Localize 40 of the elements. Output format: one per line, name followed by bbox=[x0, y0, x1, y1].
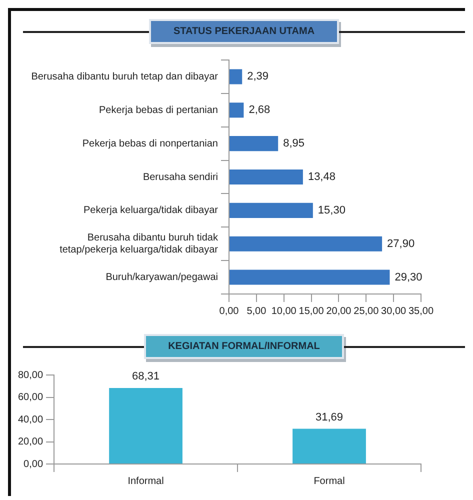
data-label: 27,90 bbox=[387, 238, 415, 250]
bar bbox=[230, 236, 382, 252]
y-tick-label: 80,00 bbox=[18, 370, 44, 381]
x-tick-label: 35,00 bbox=[408, 306, 434, 317]
data-label: 8,95 bbox=[283, 138, 305, 150]
x-tick-label: 0,00 bbox=[219, 306, 240, 317]
bar bbox=[230, 136, 278, 152]
x-tick-label: Formal bbox=[314, 476, 345, 487]
y-tick-label: Berusaha sendiri bbox=[142, 172, 218, 183]
data-label: 2,39 bbox=[247, 70, 269, 83]
y-tick-label: Buruh/karyawan/pegawai bbox=[106, 272, 218, 284]
data-label: 31,69 bbox=[315, 411, 344, 424]
bar bbox=[230, 102, 244, 118]
y-tick-label: Pekerja keluarga/tidak dibayar bbox=[83, 205, 219, 216]
y-tick-label: 40,00 bbox=[18, 414, 44, 426]
bar bbox=[230, 270, 390, 285]
y-tick-label: 60,00 bbox=[18, 392, 44, 403]
x-tick-label: 30,00 bbox=[381, 306, 407, 317]
x-tick-label: 25,00 bbox=[354, 306, 380, 317]
x-tick-label: 10,00 bbox=[271, 306, 297, 317]
x-tick-label: 5,00 bbox=[246, 306, 267, 317]
y-tick-label: Berusaha dibantu buruh tidak tetap/pekerja keluarga/tidak dibayar bbox=[60, 232, 219, 256]
bar bbox=[230, 69, 242, 84]
x-tick-label: 15,00 bbox=[298, 306, 324, 317]
y-tick-label: Berusaha dibantu buruh tetap dan dibayar bbox=[31, 71, 219, 82]
data-label: 15,30 bbox=[318, 204, 346, 216]
y-tick-label: Pekerja bebas di pertanian bbox=[99, 104, 218, 116]
data-label: 2,68 bbox=[248, 104, 270, 116]
x-tick-label: Informal bbox=[128, 476, 164, 487]
data-label: 13,48 bbox=[308, 171, 336, 184]
chart-title: KEGIATAN FORMAL/INFORMAL bbox=[144, 334, 344, 359]
data-label: 29,30 bbox=[394, 271, 422, 284]
y-tick-label: 20,00 bbox=[18, 436, 44, 448]
x-tick-label: 20,00 bbox=[326, 306, 352, 317]
y-tick-label: 0,00 bbox=[24, 458, 44, 470]
bar bbox=[230, 169, 303, 185]
y-tick-label: Pekerja bebas di nonpertanian bbox=[82, 138, 218, 150]
chart-title: STATUS PEKERJAAN UTAMA bbox=[149, 19, 339, 44]
data-label: 68,31 bbox=[132, 370, 160, 383]
bar bbox=[230, 202, 313, 218]
